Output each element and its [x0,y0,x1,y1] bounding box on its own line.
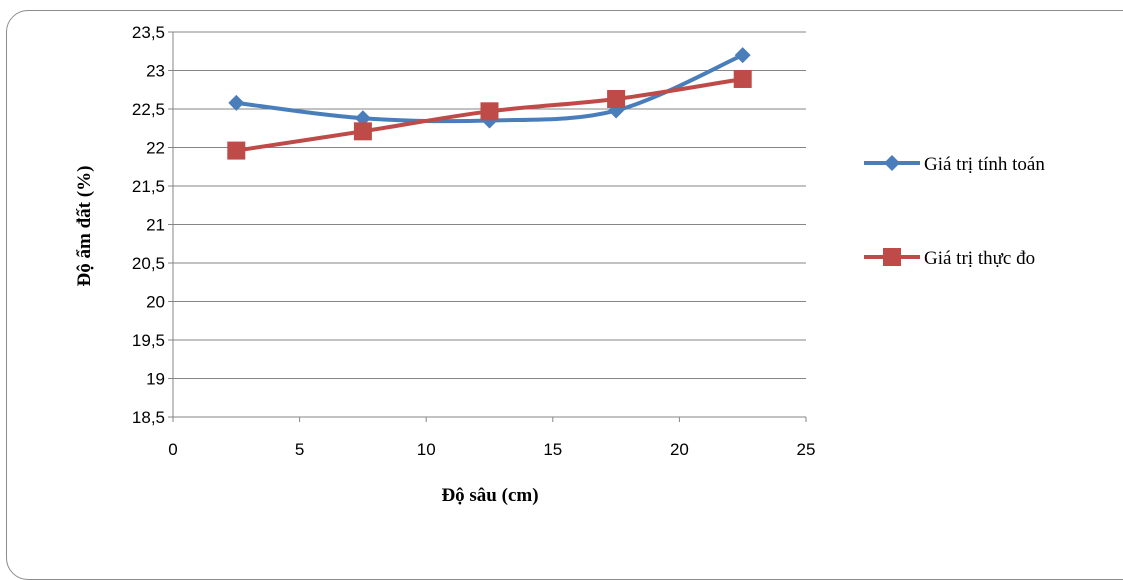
x-tick-label: 10 [417,440,436,459]
legend-label: Giá trị thực đo [924,248,1035,269]
data-point [227,141,246,160]
series [227,47,752,160]
y-tick-label: 23,5 [132,23,165,42]
y-tick-label: 23 [146,62,165,81]
x-tick-label: 15 [543,440,562,459]
legend-item: Giá trị thực đo [864,248,1035,269]
legend-label: Giá trị tính toán [924,154,1045,175]
series-2 [227,69,752,160]
x-tick-label: 0 [168,440,177,459]
y-tick-label: 20,5 [132,254,165,273]
axes [172,32,806,418]
y-tick-label: 19,5 [132,331,165,350]
line-chart: 18,5 19 19,5 20 20,5 21 21,5 22 22,5 23 23,5 0 5 10 1… [74,23,1045,506]
y-tick-label: 22,5 [132,100,165,119]
y-tick-label: 18,5 [132,408,165,427]
y-tick-label: 21 [146,216,165,235]
data-point [607,89,626,108]
y-tick-label: 21,5 [132,177,165,196]
legend-marker [883,248,901,266]
x-tick-label: 20 [670,440,689,459]
gridlines [168,31,807,422]
data-point [354,110,371,127]
x-tick-label: 25 [797,440,816,459]
y-tick-labels: 18,5 19 19,5 20 20,5 21 21,5 22 22,5 23 23,5 [132,23,165,427]
data-point [734,47,751,64]
legend-item: Giá trị tính toán [864,154,1045,175]
y-axis-title: Độ ẩm đất (%) [74,166,95,287]
data-point [353,122,372,141]
y-tick-label: 19 [146,370,165,389]
x-tick-label: 5 [295,440,304,459]
data-point [228,94,245,111]
data-point [480,102,499,121]
y-tick-label: 20 [146,293,165,312]
x-tick-labels: 0 5 10 15 20 25 [168,440,815,459]
y-tick-label: 22 [146,139,165,158]
legend: Giá trị tính toán Giá trị thực đo [864,154,1045,269]
data-point [733,69,752,88]
x-axis-title: Độ sâu (cm) [441,485,538,506]
legend-marker [884,155,900,171]
